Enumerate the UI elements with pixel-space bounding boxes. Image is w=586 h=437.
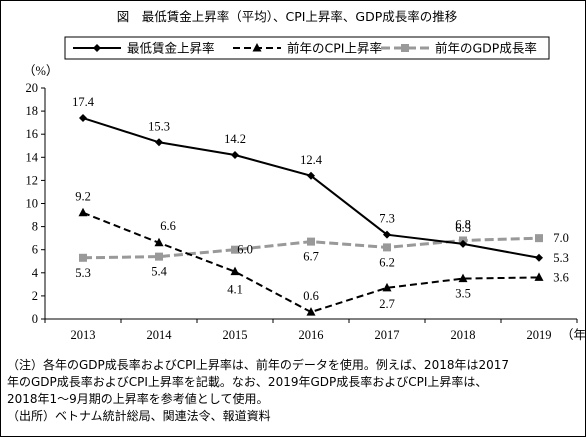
note-line-3: 2018年1～9月期の上昇率を参考値として使用。 bbox=[7, 392, 269, 406]
y-tick-label: 10 bbox=[26, 197, 39, 211]
data-label: 3.6 bbox=[553, 270, 569, 284]
y-tick-label: 20 bbox=[26, 81, 39, 95]
data-point bbox=[306, 307, 316, 316]
data-label: 6.8 bbox=[455, 217, 471, 231]
data-point bbox=[458, 273, 468, 283]
chart: 図 最低賃金上昇率（平均）、CPI上昇率、GDP成長率の推移 最低賃金上昇率 前年… bbox=[23, 9, 586, 342]
y-axis-unit: （%） bbox=[23, 64, 58, 78]
y-tick-label: 6 bbox=[32, 243, 38, 257]
data-label: 6.6 bbox=[160, 219, 176, 233]
data-label: 2.7 bbox=[379, 297, 395, 311]
data-point bbox=[79, 253, 87, 262]
data-label: 0.6 bbox=[303, 289, 319, 303]
data-point bbox=[307, 171, 315, 180]
axes: 0 2 4 6 8 10 12 14 16 18 20 2013 2014 2015 2016 2017 201… bbox=[26, 81, 586, 342]
y-tick-label: 4 bbox=[32, 266, 39, 280]
data-label: 14.2 bbox=[224, 132, 246, 146]
data-point bbox=[231, 245, 239, 254]
x-axis-unit: （年） bbox=[561, 328, 585, 342]
x-tick-label: 2013 bbox=[71, 328, 96, 342]
data-label: 5.3 bbox=[75, 266, 91, 280]
y-tick-label: 12 bbox=[26, 173, 39, 187]
y-tick-label: 18 bbox=[26, 104, 39, 118]
data-label: 12.4 bbox=[300, 153, 323, 167]
x-tick-label: 2017 bbox=[375, 328, 400, 342]
legend-label: 前年のCPI上昇率 bbox=[287, 41, 382, 56]
data-label: 3.5 bbox=[455, 287, 471, 301]
data-label: 6.2 bbox=[379, 255, 395, 269]
legend-marker bbox=[93, 44, 101, 52]
data-label: 7.0 bbox=[553, 231, 569, 245]
y-tick-label: 0 bbox=[32, 312, 38, 326]
data-point bbox=[307, 237, 315, 246]
data-label: 6.0 bbox=[237, 243, 253, 257]
data-point bbox=[382, 282, 392, 292]
data-point bbox=[78, 207, 88, 217]
data-point bbox=[459, 239, 467, 248]
note-line-1: （注）各年のGDP成長率およびCPI上昇率は、前年のデータを使用。例えば、201… bbox=[7, 358, 510, 372]
y-tick-label: 16 bbox=[26, 127, 39, 141]
data-point bbox=[534, 272, 544, 281]
data-label: 15.3 bbox=[148, 119, 170, 133]
data-label: 9.2 bbox=[75, 190, 91, 204]
x-tick-label: 2014 bbox=[147, 328, 173, 342]
data-point bbox=[231, 150, 239, 159]
legend: 最低賃金上昇率 前年のCPI上昇率 前年のGDP成長率 bbox=[64, 36, 550, 60]
data-point bbox=[383, 230, 391, 239]
data-point bbox=[535, 253, 543, 262]
x-tick-label: 2015 bbox=[223, 328, 248, 342]
data-point bbox=[154, 237, 164, 247]
data-label: 6.5 bbox=[455, 221, 471, 235]
data-label: 4.1 bbox=[227, 283, 243, 297]
data-point bbox=[230, 266, 240, 276]
x-tick-label: 2018 bbox=[451, 328, 476, 342]
x-tick-label: 2016 bbox=[299, 328, 324, 342]
series-cpi bbox=[78, 207, 544, 316]
note-line-2: 年のGDP成長率およびCPI上昇率を記載。なお、2019年GDP成長率およびCP… bbox=[7, 375, 488, 389]
data-point bbox=[155, 252, 163, 261]
data-label: 6.7 bbox=[303, 250, 319, 264]
legend-marker bbox=[401, 44, 409, 52]
y-tick-label: 14 bbox=[26, 150, 39, 164]
data-point bbox=[383, 243, 391, 252]
series-minimum-wage bbox=[79, 114, 543, 262]
data-point bbox=[155, 138, 163, 147]
chart-title: 図 最低賃金上昇率（平均）、CPI上昇率、GDP成長率の推移 bbox=[117, 9, 458, 24]
legend-label: 前年のGDP成長率 bbox=[435, 41, 537, 56]
x-tick-label: 2019 bbox=[527, 328, 552, 342]
y-tick-label: 8 bbox=[32, 220, 38, 234]
data-label: 5.4 bbox=[151, 265, 167, 279]
y-tick-label: 2 bbox=[32, 289, 38, 303]
figure-notes: （注）各年のGDP成長率およびCPI上昇率は、前年のデータを使用。例えば、201… bbox=[7, 357, 581, 425]
data-point bbox=[79, 114, 87, 123]
legend-marker bbox=[252, 43, 262, 52]
legend-label: 最低賃金上昇率 bbox=[127, 41, 215, 56]
source-note: （出所）ベトナム統計総局、関連法令、報道資料 bbox=[7, 409, 271, 423]
data-point bbox=[535, 234, 543, 243]
data-label: 17.4 bbox=[72, 95, 95, 109]
series-line bbox=[82, 117, 540, 259]
plot-area: 17.4 15.3 14.2 12.4 7.3 6.5 5.3 9.2 6.6 4.1 0.6 2.7… bbox=[72, 95, 569, 316]
data-label: 7.3 bbox=[379, 212, 395, 226]
data-label: 5.3 bbox=[553, 251, 569, 265]
legend-box bbox=[64, 36, 550, 60]
